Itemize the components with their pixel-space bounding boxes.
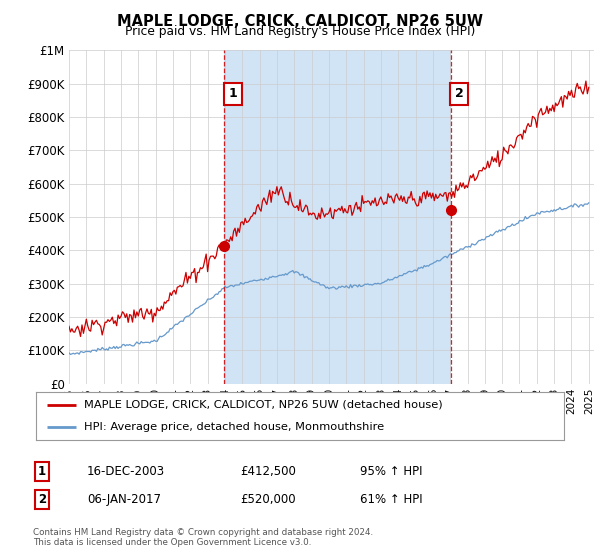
Text: £520,000: £520,000 [240,493,296,506]
Text: MAPLE LODGE, CRICK, CALDICOT, NP26 5UW (detached house): MAPLE LODGE, CRICK, CALDICOT, NP26 5UW (… [83,400,442,410]
Text: 06-JAN-2017: 06-JAN-2017 [87,493,161,506]
Text: 16-DEC-2003: 16-DEC-2003 [87,465,165,478]
Text: £412,500: £412,500 [240,465,296,478]
Text: HPI: Average price, detached house, Monmouthshire: HPI: Average price, detached house, Monm… [83,422,383,432]
Text: 1: 1 [38,465,46,478]
Text: 61% ↑ HPI: 61% ↑ HPI [360,493,422,506]
Text: 2: 2 [455,87,464,100]
Text: 1: 1 [229,87,237,100]
Text: Price paid vs. HM Land Registry's House Price Index (HPI): Price paid vs. HM Land Registry's House … [125,25,475,38]
Text: MAPLE LODGE, CRICK, CALDICOT, NP26 5UW: MAPLE LODGE, CRICK, CALDICOT, NP26 5UW [117,14,483,29]
Text: 2: 2 [38,493,46,506]
Bar [224,50,451,384]
Text: Contains HM Land Registry data © Crown copyright and database right 2024.
This d: Contains HM Land Registry data © Crown c… [33,528,373,547]
Text: 95% ↑ HPI: 95% ↑ HPI [360,465,422,478]
